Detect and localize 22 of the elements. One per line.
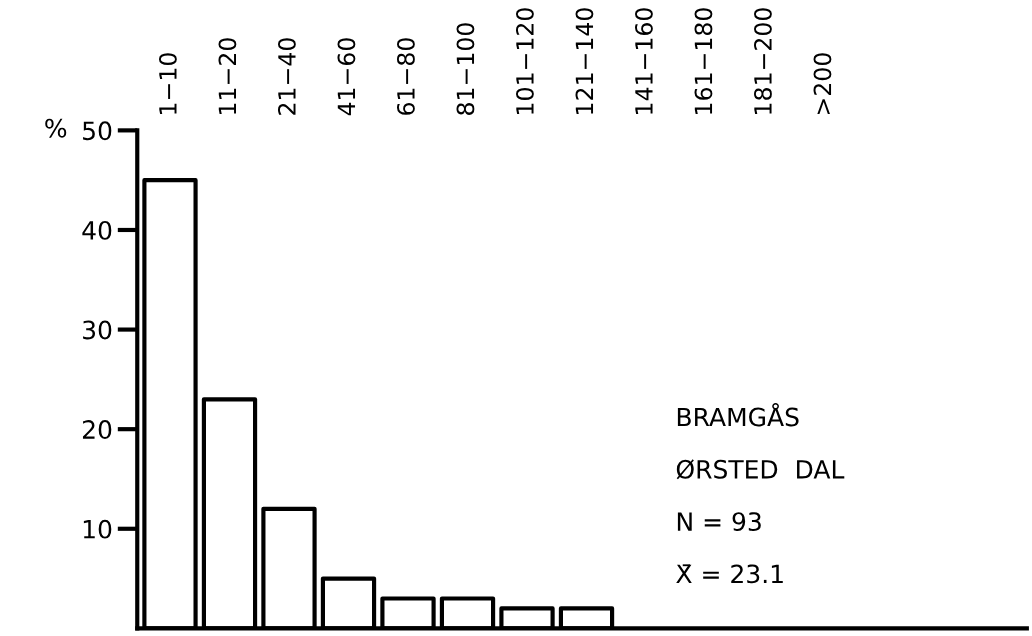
x-tick-label: 101−120 — [516, 8, 534, 114]
annotation: BRAMGÅS — [677, 402, 799, 427]
y-tick-label: 20 — [82, 420, 112, 440]
x-tick-label: 61−80 — [396, 38, 415, 115]
x-tick-label: 41−60 — [337, 38, 356, 116]
x-tick-label: >200 — [813, 53, 832, 114]
annotation: N = 93 — [677, 512, 761, 532]
y-tick-label: 10 — [83, 519, 112, 539]
x-tick-label: 1−10 — [158, 53, 177, 114]
y-axis-title: % — [45, 118, 67, 138]
annotation: ØRSTED DAL — [676, 459, 845, 480]
y-tick-label: 30 — [83, 320, 112, 340]
x-tick-label: 11−20 — [218, 38, 237, 114]
y-tick-label: 50 — [83, 121, 112, 141]
x-tick-label: 21−40 — [277, 38, 296, 115]
x-tick-label: 181−200 — [754, 8, 772, 114]
annotation: X̄ = 23.1 — [676, 564, 783, 584]
y-tick-label: 40 — [82, 220, 112, 240]
x-tick-label: 121−140 — [575, 8, 594, 114]
x-tick-label: 81−100 — [456, 23, 475, 115]
x-tick-label: 161−180 — [694, 8, 713, 114]
x-tick-label: 141−160 — [635, 8, 653, 114]
